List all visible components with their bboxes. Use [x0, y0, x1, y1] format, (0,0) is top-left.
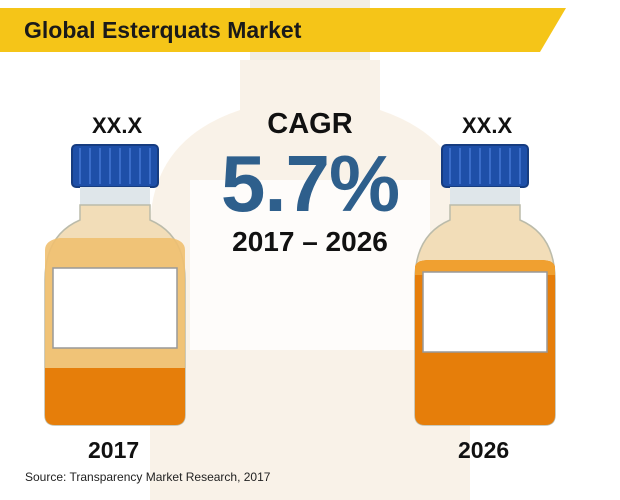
right-value: XX.X [462, 113, 513, 138]
bottle-icon [414, 144, 556, 426]
right-year: 2026 [458, 437, 510, 463]
cagr-period: 2017 – 2026 [232, 226, 388, 257]
source-note: Source: Transparency Market Research, 20… [25, 470, 271, 484]
left-year: 2017 [88, 437, 140, 463]
bottle-icon [44, 144, 186, 426]
cagr-value: 5.7% [220, 139, 400, 228]
cagr-label: CAGR [267, 108, 353, 140]
page-title: Global Esterquats Market [24, 17, 302, 43]
left-value: XX.X [92, 113, 143, 138]
title-banner [0, 8, 566, 52]
